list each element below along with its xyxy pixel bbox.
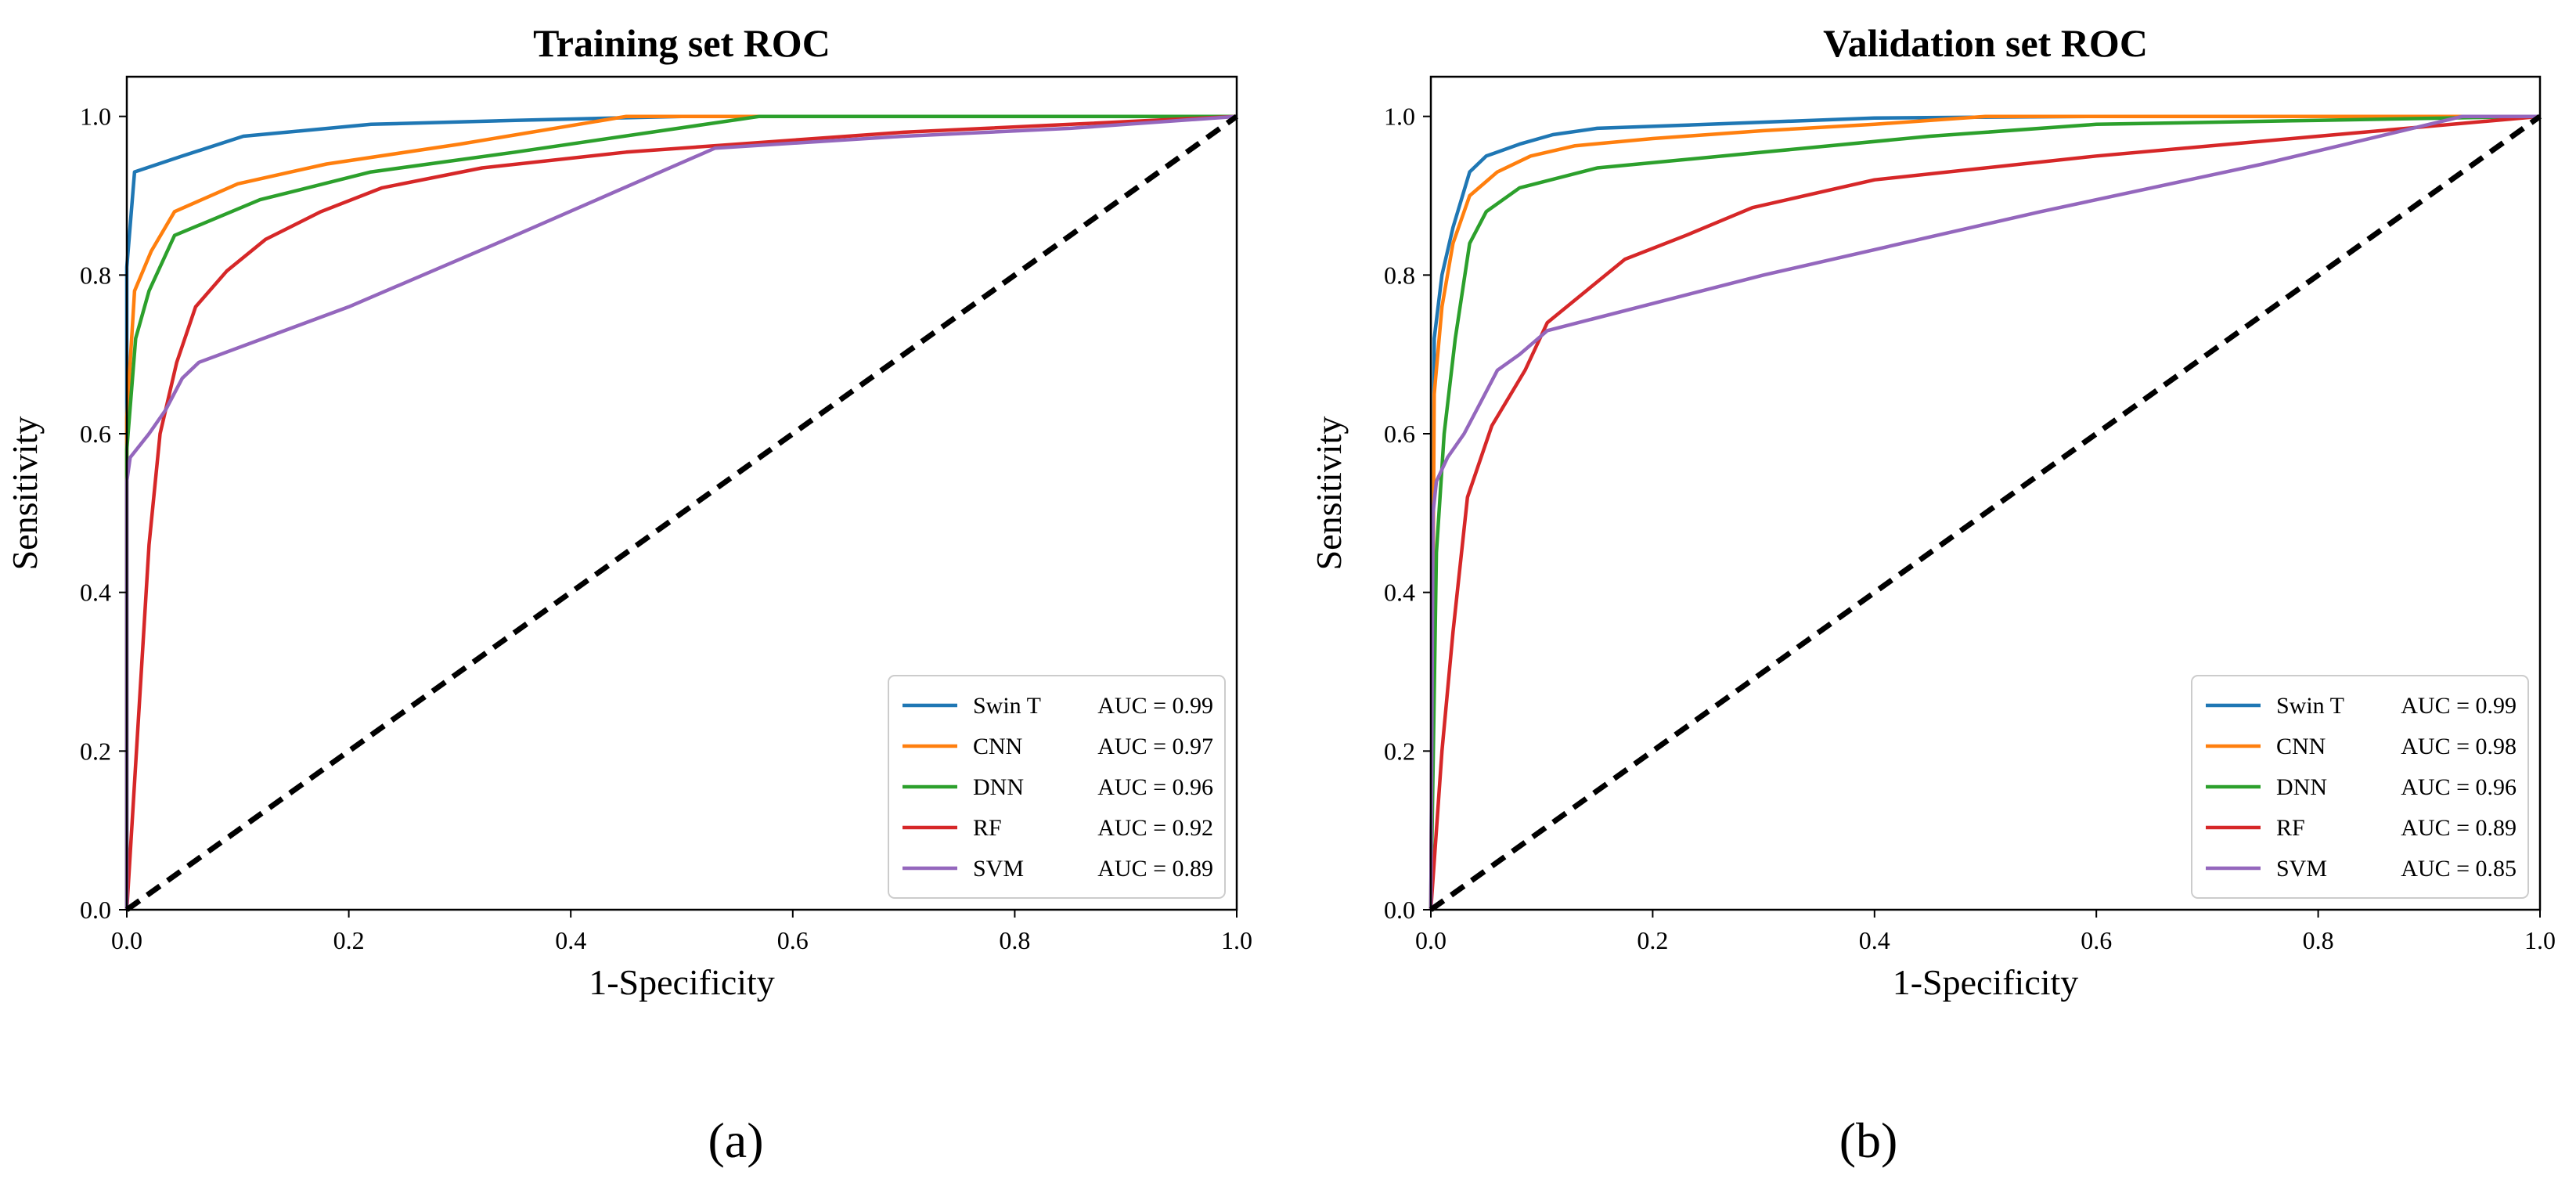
roc-line-dnn: [1429, 114, 2541, 911]
legend-auc-label: AUC = 0.89: [2401, 815, 2517, 841]
roc-line-svm: [1429, 114, 2540, 911]
legend-series-name: RF: [973, 815, 1002, 841]
chance-diagonal-line: [124, 114, 1239, 912]
y-tick-label: 1.0: [80, 103, 111, 131]
legend-series-name: SVM: [2276, 856, 2327, 882]
roc-line-rf: [124, 114, 1238, 911]
x-tick-label: 0.4: [1859, 926, 1890, 954]
y-tick-label: 0.2: [80, 737, 111, 765]
legend-box: [888, 675, 1226, 899]
x-tick-label: 0.4: [555, 926, 586, 954]
x-tick-label: 0.8: [999, 926, 1030, 954]
y-tick-label: 0.2: [1384, 737, 1415, 765]
x-tick-label: 0.6: [2081, 926, 2112, 954]
x-tick-label: 0.0: [111, 926, 142, 954]
x-tick-label: 0.0: [1415, 926, 1447, 954]
roc-line-swin-t: [1429, 114, 2540, 911]
legend-auc-label: AUC = 0.92: [1097, 815, 1213, 841]
training-roc-panel: 0.0 0.2 0.4 0.6 0.8 1.0 0.0 0.2 0.4 0.6 0.8 1.0 Trai…: [5, 21, 1252, 1168]
x-tick-label: 1.0: [1221, 926, 1252, 954]
legend-auc-label: AUC = 0.99: [2401, 693, 2517, 719]
roc-line-dnn: [124, 114, 1237, 910]
legend-auc-label: AUC = 0.89: [1097, 856, 1213, 882]
legend-auc-label: AUC = 0.96: [2401, 774, 2517, 800]
x-tick-label: 0.2: [333, 926, 365, 954]
y-tick-label: 1.0: [1384, 103, 1415, 131]
panel-caption: (a): [708, 1112, 763, 1168]
y-tick-label: 0.0: [1384, 896, 1415, 924]
legend-auc-label: AUC = 0.97: [1097, 734, 1213, 759]
chart-title: Validation set ROC: [1823, 21, 2148, 65]
y-axis-label: Sensitivity: [1309, 416, 1349, 571]
plot-frame: [125, 75, 1238, 911]
legend: Swin T AUC = 0.99 CNN AUC = 0.97 DNN AUC = 0.…: [888, 675, 1226, 899]
chance-diagonal-line: [1429, 114, 2542, 912]
y-axis-label: Sensitivity: [5, 416, 45, 571]
legend-auc-label: AUC = 0.96: [1097, 774, 1213, 800]
x-axis-label: 1-Specificity: [589, 962, 775, 1002]
y-tick-label: 0.8: [80, 261, 111, 289]
panel-caption: (b): [1839, 1112, 1898, 1168]
legend-box: [2191, 675, 2529, 899]
x-axis-label: 1-Specificity: [1893, 962, 2079, 1002]
roc-line-rf: [1429, 114, 2541, 911]
y-tick-label: 0.6: [1384, 420, 1415, 448]
legend-series-name: Swin T: [973, 693, 1041, 719]
legend-series-name: SVM: [973, 856, 1024, 882]
x-tick-label: 0.8: [2303, 926, 2334, 954]
y-tick-label: 0.8: [1384, 261, 1415, 289]
x-tick-label: 1.0: [2524, 926, 2556, 954]
roc-line-cnn: [124, 114, 1237, 910]
x-tick-label: 0.2: [1637, 926, 1668, 954]
legend-series-name: CNN: [973, 734, 1022, 759]
legend-auc-label: AUC = 0.98: [2401, 734, 2517, 759]
y-tick-label: 0.4: [1384, 579, 1415, 607]
roc-line-svm: [124, 114, 1238, 910]
legend-series-name: DNN: [973, 774, 1024, 800]
plot-frame: [1429, 75, 2542, 911]
legend-auc-label: AUC = 0.99: [1097, 693, 1213, 719]
roc-line-cnn: [1429, 114, 2540, 911]
legend-auc-label: AUC = 0.85: [2401, 856, 2517, 882]
y-tick-label: 0.6: [80, 420, 111, 448]
y-tick-label: 0.4: [80, 579, 111, 607]
legend-series-name: CNN: [2276, 734, 2326, 759]
legend-series-name: RF: [2276, 815, 2305, 841]
legend: Swin T AUC = 0.99 CNN AUC = 0.98 DNN AUC = 0.…: [2191, 675, 2529, 899]
validation-roc-panel: 0.0 0.2 0.4 0.6 0.8 1.0 0.0 0.2 0.4 0.6 0.8 1.0 Vali…: [1309, 21, 2556, 1168]
x-tick-label: 0.6: [777, 926, 809, 954]
legend-series-name: DNN: [2276, 774, 2327, 800]
chart-title: Training set ROC: [533, 21, 830, 65]
y-tick-label: 0.0: [80, 896, 111, 924]
legend-series-name: Swin T: [2276, 693, 2344, 719]
